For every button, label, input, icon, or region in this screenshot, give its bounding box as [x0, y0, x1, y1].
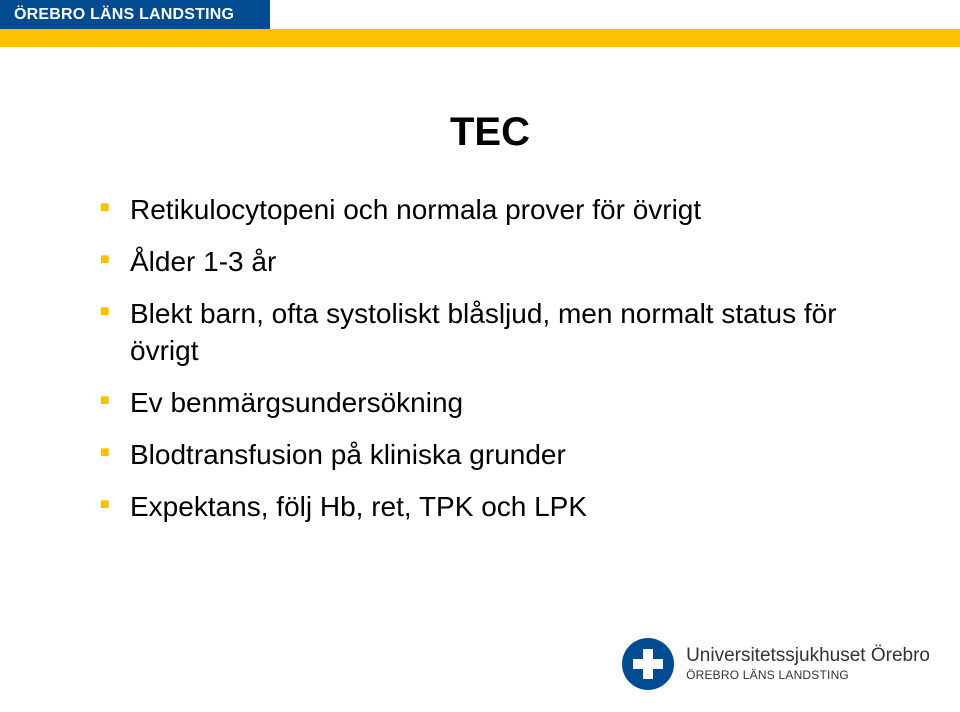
bullet-item: Ev benmärgsundersökning [100, 384, 880, 422]
bullet-item: Expektans, följ Hb, ret, TPK och LPK [100, 488, 880, 526]
bullet-item: Ålder 1-3 år [100, 243, 880, 281]
org-name: ÖREBRO LÄNS LANDSTING [14, 6, 234, 24]
logo-line2: ÖREBRO LÄNS LANDSTING [686, 669, 930, 682]
top-bar-yellow [0, 29, 960, 47]
top-bar: ÖREBRO LÄNS LANDSTING [0, 0, 960, 47]
footer-logo-block: Universitetssjukhuset Örebro ÖREBRO LÄNS… [622, 638, 930, 690]
logo-cross-h [633, 659, 663, 669]
bullet-item: Blodtransfusion på kliniska grunder [100, 436, 880, 474]
top-bar-blue: ÖREBRO LÄNS LANDSTING [0, 0, 270, 29]
logo-line1: Universitetssjukhuset Örebro [686, 646, 930, 667]
content-area: TEC Retikulocytopeni och normala prover … [100, 110, 880, 540]
bullet-item: Blekt barn, ofta systoliskt blåsljud, me… [100, 295, 880, 371]
logo-icon [622, 638, 674, 690]
bullet-list: Retikulocytopeni och normala prover för … [100, 191, 880, 526]
slide: ÖREBRO LÄNS LANDSTING TEC Retikulocytope… [0, 0, 960, 712]
bullet-item: Retikulocytopeni och normala prover för … [100, 191, 880, 229]
logo-text: Universitetssjukhuset Örebro ÖREBRO LÄNS… [686, 646, 930, 682]
slide-title: TEC [100, 110, 880, 155]
